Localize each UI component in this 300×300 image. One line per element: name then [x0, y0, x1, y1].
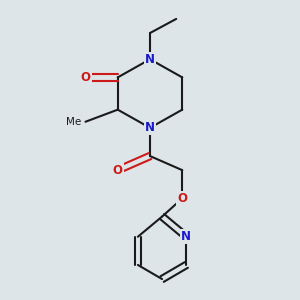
Text: O: O	[177, 192, 187, 205]
Text: Me: Me	[66, 117, 81, 127]
Text: N: N	[145, 121, 155, 134]
Text: N: N	[181, 230, 191, 243]
Text: O: O	[80, 71, 91, 84]
Text: N: N	[145, 53, 155, 66]
Text: O: O	[113, 164, 123, 177]
